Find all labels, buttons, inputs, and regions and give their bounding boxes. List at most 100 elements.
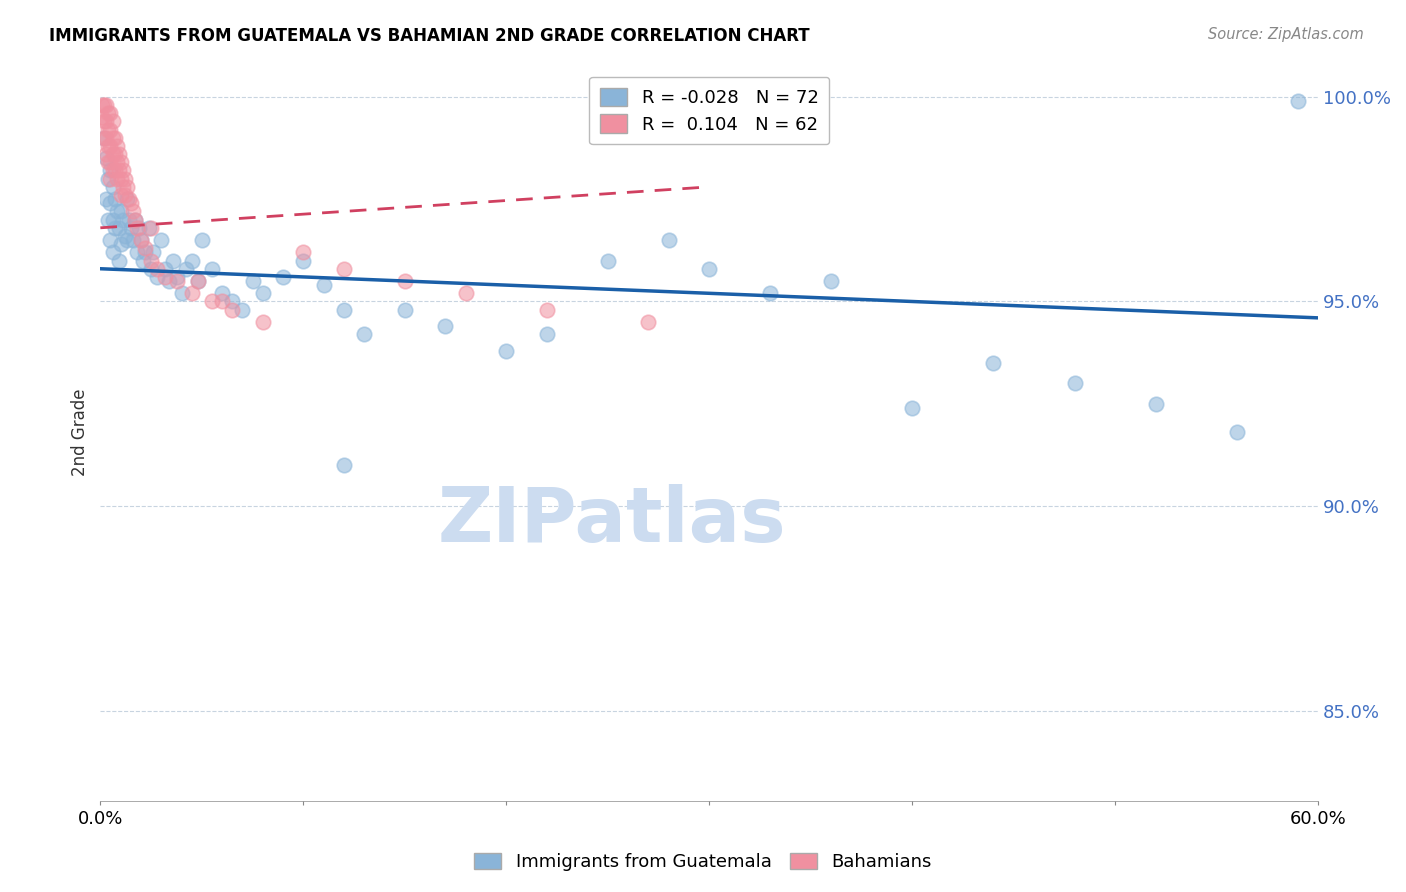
Point	[100, 139, 122, 153]
Point	[120, 220, 142, 235]
Point	[96, 98, 118, 112]
Point	[107, 163, 129, 178]
Point	[333, 302, 356, 317]
Point	[97, 106, 120, 120]
Point	[100, 163, 122, 178]
Text: ZIPatlas: ZIPatlas	[437, 483, 786, 558]
Point	[1063, 376, 1085, 391]
Point	[231, 302, 253, 317]
Point	[96, 151, 118, 165]
Point	[107, 253, 129, 268]
Point	[103, 147, 125, 161]
Point	[242, 274, 264, 288]
Point	[495, 343, 517, 358]
Point	[124, 212, 146, 227]
Point	[101, 212, 124, 227]
Point	[1144, 397, 1167, 411]
Point	[107, 220, 129, 235]
Point	[134, 245, 156, 260]
Point	[252, 315, 274, 329]
Point	[114, 229, 136, 244]
Point	[983, 356, 1005, 370]
Point	[103, 220, 125, 235]
Point	[121, 204, 143, 219]
Point	[97, 155, 120, 169]
Point	[252, 286, 274, 301]
Point	[129, 233, 152, 247]
Point	[150, 233, 173, 247]
Point	[103, 163, 125, 178]
Point	[103, 192, 125, 206]
Point	[221, 302, 243, 317]
Point	[292, 245, 315, 260]
Point	[100, 171, 122, 186]
Point	[97, 139, 120, 153]
Point	[91, 98, 114, 112]
Point	[91, 110, 114, 124]
Point	[1286, 94, 1309, 108]
Point	[97, 171, 120, 186]
Point	[100, 233, 122, 247]
Point	[100, 122, 122, 136]
Point	[191, 233, 214, 247]
Point	[96, 147, 118, 161]
Point	[101, 245, 124, 260]
Point	[97, 122, 120, 136]
Point	[174, 261, 197, 276]
Point	[901, 401, 924, 415]
Point	[187, 274, 209, 288]
Point	[759, 286, 782, 301]
Y-axis label: 2nd Grade: 2nd Grade	[72, 389, 89, 476]
Point	[111, 212, 134, 227]
Point	[157, 274, 180, 288]
Point	[166, 269, 188, 284]
Point	[201, 294, 224, 309]
Point	[596, 253, 619, 268]
Point	[139, 220, 162, 235]
Point	[292, 253, 315, 268]
Point	[155, 261, 177, 276]
Point	[93, 98, 115, 112]
Point	[105, 155, 128, 169]
Point	[221, 294, 243, 309]
Point	[394, 302, 416, 317]
Point	[312, 278, 335, 293]
Point	[101, 130, 124, 145]
Point	[1226, 425, 1249, 440]
Point	[114, 171, 136, 186]
Point	[170, 286, 193, 301]
Point	[110, 188, 132, 202]
Point	[120, 196, 142, 211]
Point	[100, 196, 122, 211]
Point	[129, 233, 152, 247]
Point	[111, 163, 134, 178]
Point	[125, 245, 148, 260]
Point	[187, 274, 209, 288]
Point	[115, 179, 138, 194]
Point	[101, 147, 124, 161]
Legend: R = -0.028   N = 72, R =  0.104   N = 62: R = -0.028 N = 72, R = 0.104 N = 62	[589, 77, 830, 145]
Point	[139, 261, 162, 276]
Point	[107, 147, 129, 161]
Point	[536, 302, 558, 317]
Point	[101, 179, 124, 194]
Point	[110, 155, 132, 169]
Point	[155, 269, 177, 284]
Point	[434, 319, 457, 334]
Point	[97, 212, 120, 227]
Text: IMMIGRANTS FROM GUATEMALA VS BAHAMIAN 2ND GRADE CORRELATION CHART: IMMIGRANTS FROM GUATEMALA VS BAHAMIAN 2N…	[49, 27, 810, 45]
Point	[637, 315, 659, 329]
Point	[111, 179, 134, 194]
Legend: Immigrants from Guatemala, Bahamians: Immigrants from Guatemala, Bahamians	[467, 846, 939, 879]
Point	[211, 286, 233, 301]
Point	[134, 241, 156, 255]
Point	[93, 114, 115, 128]
Point	[211, 294, 233, 309]
Point	[128, 220, 150, 235]
Point	[110, 237, 132, 252]
Point	[101, 163, 124, 178]
Point	[454, 286, 477, 301]
Point	[146, 269, 169, 284]
Point	[139, 253, 162, 268]
Point	[162, 253, 184, 268]
